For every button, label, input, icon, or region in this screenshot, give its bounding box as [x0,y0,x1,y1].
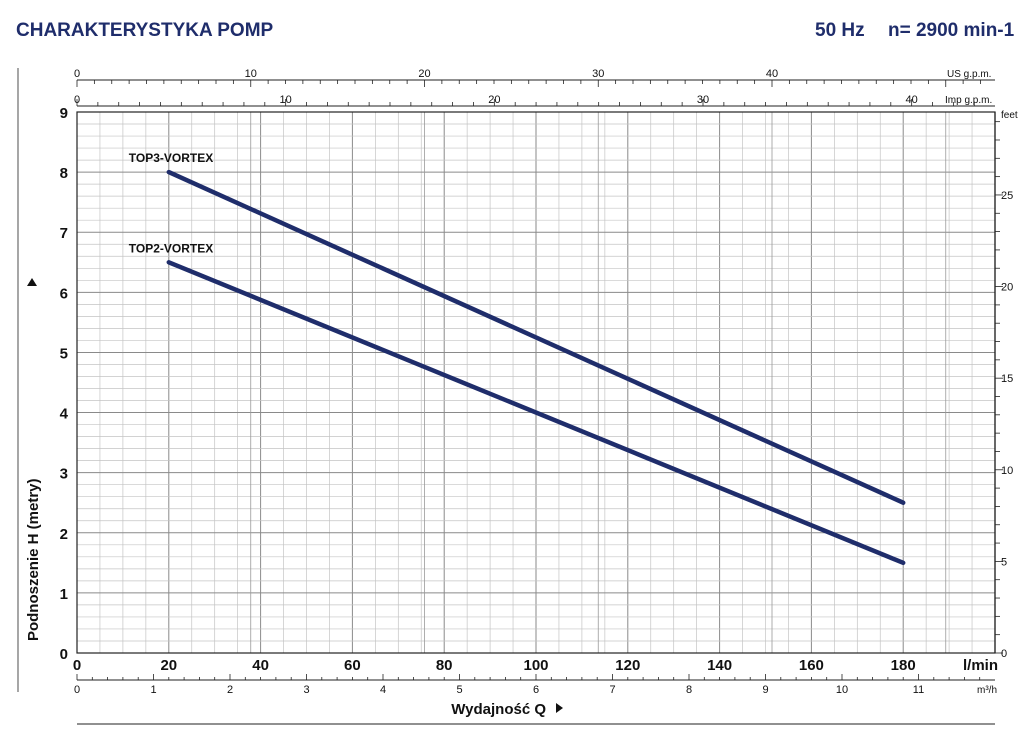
m3h-tick-label: 4 [380,684,386,696]
m3h-tick-label: 0 [74,684,80,696]
series-label-top2-vortex: TOP2-VORTEX [129,241,213,255]
m3h-tick-label: 6 [533,684,539,696]
m3h-unit-label: m³/h [977,685,997,696]
series-label-top3-vortex: TOP3-VORTEX [129,151,213,165]
impgpm-tick-label: 0 [74,94,80,106]
y-tick-label: 9 [60,105,68,122]
feet-tick-label: 0 [1001,648,1007,660]
x-tick-label: 20 [160,657,177,674]
m3h-tick-label: 1 [150,684,156,696]
usgpm-tick-label: 0 [74,68,80,80]
m3h-tick-label: 10 [836,684,848,696]
y-tick-label: 7 [60,225,68,242]
m3h-tick-label: 9 [762,684,768,696]
chart-axes [17,68,1003,725]
y-tick-label: 1 [60,586,68,603]
m3h-tick-label: 2 [227,684,233,696]
usgpm-tick-label: 10 [245,68,257,80]
series-line-top2-vortex [166,260,906,566]
y-tick-label: 8 [60,165,68,182]
feet-tick-label: 20 [1001,282,1013,294]
y-tick-label: 3 [60,466,68,483]
usgpm-unit-label: US g.p.m. [947,69,991,80]
feet-unit-label: feet [1001,110,1018,121]
x-tick-label: 180 [891,657,916,674]
series-line-top3-vortex [166,169,906,505]
impgpm-tick-label: 20 [488,94,500,106]
x-tick-label: 140 [707,657,732,674]
page-title: CHARAKTERYSTYKA POMP [16,20,274,41]
m3h-tick-label: 11 [913,684,924,696]
y-tick-label: 6 [60,285,68,302]
impgpm-tick-label: 30 [697,94,709,106]
chart-series [166,169,906,566]
feet-tick-label: 25 [1001,190,1013,202]
x-unit-label: l/min [963,657,998,674]
m3h-tick-label: 7 [609,684,615,696]
frequency-label: 50 Hz [815,20,865,41]
feet-tick-label: 15 [1001,373,1013,385]
impgpm-tick-label: 40 [906,94,918,106]
usgpm-tick-label: 20 [418,68,430,80]
x-axis-title: Wydajność Q [451,701,546,718]
m3h-tick-label: 8 [686,684,692,696]
y-tick-label: 4 [60,406,69,423]
impgpm-tick-label: 10 [280,94,292,106]
x-tick-label: 100 [523,657,548,674]
x-tick-label: 80 [436,657,453,674]
x-axis-arrow-icon [556,703,563,713]
speed-label: n= 2900 min-1 [888,20,1015,41]
y-tick-label: 0 [60,646,68,663]
usgpm-tick-label: 40 [766,68,778,80]
x-tick-label: 40 [252,657,269,674]
x-tick-label: 60 [344,657,361,674]
y-tick-label: 2 [60,526,68,543]
x-tick-label: 0 [73,657,81,674]
y-tick-label: 5 [60,345,68,362]
y-axis-arrow-icon [27,278,37,286]
x-tick-label: 160 [799,657,824,674]
feet-tick-label: 10 [1001,465,1013,477]
m3h-tick-label: 5 [456,684,462,696]
feet-tick-label: 5 [1001,556,1007,568]
y-axis-title: Podnoszenie H (metry) [25,479,42,642]
m3h-tick-label: 3 [303,684,309,696]
impgpm-unit-label: Imp g.p.m. [945,95,992,106]
usgpm-tick-label: 30 [592,68,604,80]
x-tick-label: 120 [615,657,640,674]
